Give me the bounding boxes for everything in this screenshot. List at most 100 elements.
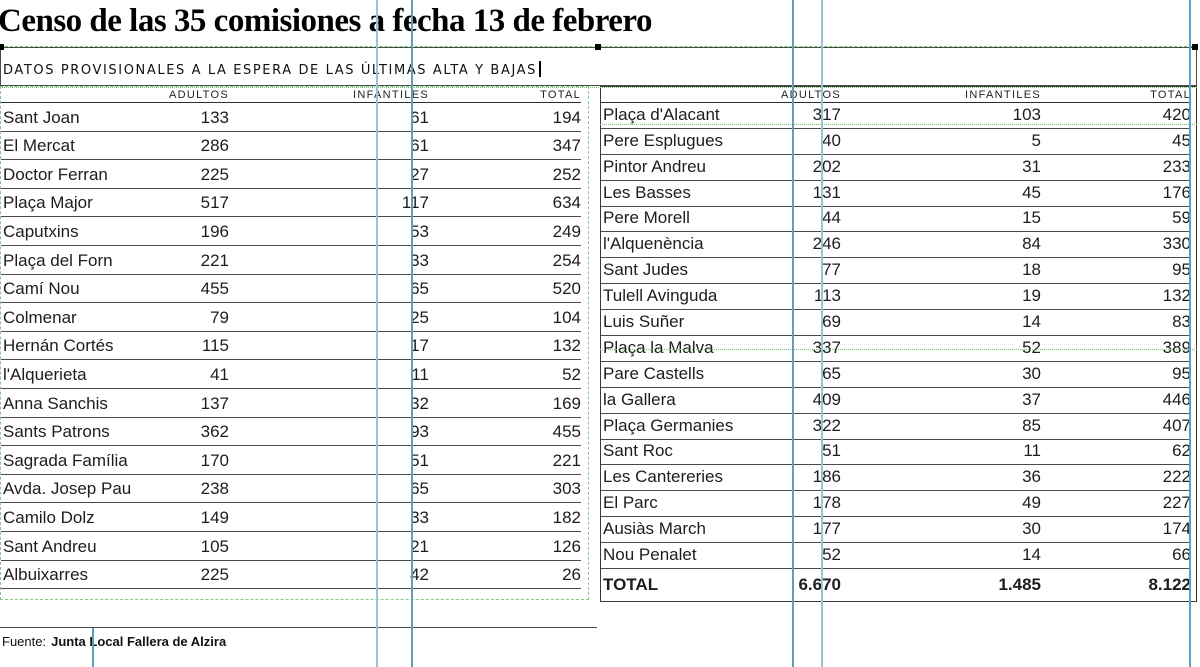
horizontal-guide[interactable] (600, 124, 1197, 125)
adultos-value: 202 (812, 156, 841, 176)
adultos-value: 79 (210, 307, 229, 327)
adultos-value: 137 (200, 393, 229, 413)
total-value: 249 (552, 221, 581, 241)
infantiles-value: 49 (1022, 493, 1041, 513)
table-row: Sant Joan 133 61 194 (1, 103, 581, 132)
table-row: Pintor Andreu 202 31 233 (601, 155, 1191, 181)
total-value: 222 (1162, 467, 1191, 487)
subtitle-frame[interactable]: DATOS PROVISIONALES A LA ESPERA DE LAS Ú… (0, 47, 1197, 86)
adultos-value: 322 (812, 415, 841, 435)
table-row: Sants Patrons 362 93 455 (1, 418, 581, 447)
footer: Fuente: Junta Local Fallera de Alzira (2, 634, 226, 649)
selection-handle[interactable] (595, 44, 601, 50)
infantiles-value: 5 (1031, 130, 1041, 150)
table-row: Ausiàs March 177 30 174 (601, 517, 1191, 544)
column-header-infantiles: INFANTILES (353, 89, 429, 101)
vertical-guide[interactable] (411, 0, 413, 667)
infantiles-value: 14 (1022, 545, 1041, 565)
total-value: 233 (1162, 156, 1191, 176)
total-value: 83 (1172, 312, 1191, 332)
commission-name: Sant Andreu (3, 536, 97, 556)
adultos-value: 517 (200, 193, 229, 213)
table-row: Caputxins 196 53 249 (1, 217, 581, 246)
adultos-value: 225 (200, 164, 229, 184)
commission-name: Plaça la Malva (603, 337, 714, 357)
right-table-frame[interactable]: ADULTOS INFANTILES TOTAL Plaça d'Alacant… (600, 86, 1197, 602)
total-value: 407 (1162, 415, 1191, 435)
commission-name: Anna Sanchis (3, 393, 108, 413)
adultos-value: 65 (822, 363, 841, 383)
column-header-infantiles: INFANTILES (965, 89, 1041, 101)
selection-handle[interactable] (0, 44, 4, 50)
commission-name: Pintor Andreu (603, 156, 707, 176)
commission-name: Sant Roc (603, 441, 673, 461)
total-value: 59 (1172, 208, 1191, 228)
infantiles-value: 42 (410, 565, 429, 585)
table-row: Tulell Avinguda 113 19 132 (601, 284, 1191, 311)
commission-name: Plaça Major (3, 193, 93, 213)
infantiles-value: 18 (1022, 260, 1041, 280)
adultos-value: 52 (822, 545, 841, 565)
commission-name: Doctor Ferran (3, 164, 108, 184)
table-row: Sant Roc 51 11 62 (601, 440, 1191, 466)
table-row: Pere Morell 44 15 59 (601, 207, 1191, 233)
table-row: Hernán Cortés 115 17 132 (1, 332, 581, 361)
column-header-adultos: ADULTOS (168, 89, 229, 101)
commission-name: Camilo Dolz (3, 507, 95, 527)
commission-name: Avda. Josep Pau (3, 479, 132, 499)
infantiles-value: 65 (410, 279, 429, 299)
table-row: l'Alquerieta 41 11 52 (1, 360, 581, 389)
left-table-frame[interactable]: ADULTOS INFANTILES TOTAL Sant Joan 133 61 1… (0, 86, 589, 600)
total-value: 389 (1162, 337, 1191, 357)
infantiles-value: 103 (1012, 104, 1041, 124)
infantiles-value: 27 (410, 164, 429, 184)
horizontal-guide[interactable] (0, 87, 1197, 88)
infantiles-value: 14 (1022, 312, 1041, 332)
vertical-guide[interactable] (792, 0, 794, 667)
total-value: 254 (552, 250, 581, 270)
adultos-value: 286 (200, 136, 229, 156)
infantiles-value: 117 (401, 193, 429, 213)
total-adultos-value: 6.670 (798, 575, 841, 595)
commission-name: Nou Penalet (603, 545, 697, 565)
adultos-value: 409 (812, 389, 841, 409)
adultos-value: 186 (812, 467, 841, 487)
infantiles-value: 52 (1022, 337, 1041, 357)
table-row: Camí Nou 455 65 520 (1, 275, 581, 304)
infantiles-value: 61 (410, 107, 429, 127)
table-row: Les Basses 131 45 176 (601, 181, 1191, 207)
table-row: Pare Castells 65 30 95 (601, 362, 1191, 388)
commission-name: l'Alquerieta (3, 364, 87, 384)
commission-name: Albuixarres (3, 565, 89, 585)
column-header-total: TOTAL (540, 89, 581, 101)
vertical-guide[interactable] (1189, 0, 1191, 667)
table-row: Plaça d'Alacant 317 103 420 (601, 103, 1191, 129)
adultos-value: 115 (201, 336, 229, 356)
adultos-value: 113 (813, 286, 841, 306)
adultos-value: 69 (822, 312, 841, 332)
table-row: Sant Judes 77 18 95 (601, 258, 1191, 285)
total-value: 330 (1162, 234, 1191, 254)
vertical-guide[interactable] (376, 0, 378, 667)
commission-name: Plaça del Forn (3, 250, 113, 270)
total-value: 66 (1172, 545, 1191, 565)
horizontal-guide[interactable] (600, 349, 1197, 350)
table-row: Albuixarres 225 42 26 (1, 561, 581, 590)
commission-name: l'Alquenència (603, 234, 704, 254)
adultos-value: 41 (210, 364, 229, 384)
table-row: Doctor Ferran 225 27 252 (1, 160, 581, 189)
commission-name: El Parc (603, 493, 658, 513)
adultos-value: 77 (822, 260, 841, 280)
total-value: 176 (1162, 182, 1191, 202)
commission-name: Colmenar (3, 307, 77, 327)
commission-name: Sant Judes (603, 260, 689, 280)
commission-name: Ausiàs March (603, 519, 706, 539)
vertical-guide[interactable] (821, 0, 823, 667)
total-value: 174 (1162, 519, 1191, 539)
infantiles-value: 25 (410, 307, 429, 327)
table-row: El Mercat 286 61 347 (1, 132, 581, 161)
table-row: Anna Sanchis 137 32 169 (1, 389, 581, 418)
selection-handle[interactable] (1192, 44, 1198, 50)
commission-name: Pere Esplugues (603, 130, 724, 150)
vertical-guide[interactable] (92, 628, 94, 667)
